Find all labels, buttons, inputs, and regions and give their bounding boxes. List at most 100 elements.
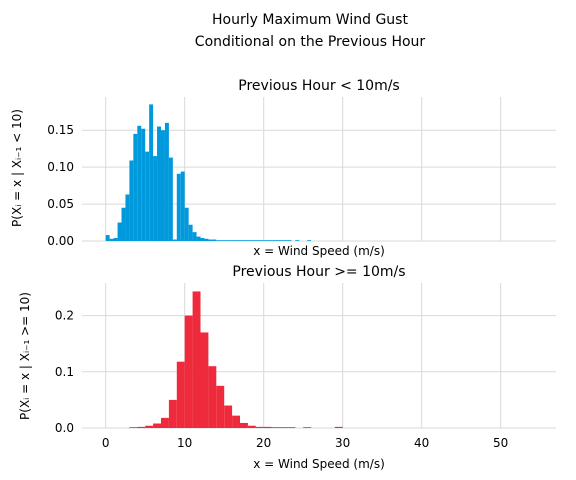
top-panel-bar — [176, 173, 181, 241]
bottom-panel-bar — [240, 422, 248, 428]
top-panel-bar — [204, 238, 209, 241]
bottom-panel-y-tick-label: 0.0 — [55, 421, 74, 435]
top-panel-bar — [251, 240, 256, 241]
bottom-panel-bar — [263, 426, 272, 428]
bottom-panel-bar — [129, 427, 138, 428]
bottom-panel-bar — [279, 427, 288, 428]
top-panel-bar — [113, 238, 118, 241]
top-panel-bar — [263, 240, 268, 241]
top-panel-bar — [224, 240, 229, 241]
bottom-panel-y-tick-label: 0.1 — [55, 365, 74, 379]
bottom-panel-bar — [232, 415, 240, 428]
bottom-panel-x-axis-label: x = Wind Speed (m/s) — [253, 457, 385, 471]
top-panel-bar — [196, 236, 201, 241]
figure-title-line-2: Conditional on the Previous Hour — [195, 34, 426, 50]
bottom-panel-bar — [216, 385, 225, 428]
bottom-panel-bar — [200, 332, 209, 428]
bottom-panel-bar — [176, 361, 185, 428]
bottom-panel-y-tick-label: 0.2 — [55, 309, 74, 323]
top-panel-bar — [307, 240, 312, 241]
top-panel-bar — [149, 104, 154, 241]
top-panel-bar — [240, 240, 244, 241]
top-panel-bar — [180, 171, 185, 241]
top-panel-bar — [267, 240, 272, 241]
top-panel-bar — [255, 240, 260, 241]
top-panel-y-ticks: 0.00 0.05 0.10 0.15 — [47, 123, 74, 248]
top-panel-bar — [117, 222, 122, 241]
bottom-panel-x-tick-label: 20 — [256, 436, 271, 450]
bottom-panel-x-tick-label: 10 — [177, 436, 192, 450]
top-panel-bar — [109, 238, 114, 241]
bottom-panel-bar — [247, 425, 256, 428]
top-panel-bar — [247, 240, 252, 241]
top-panel-bar — [105, 235, 110, 241]
top-panel-y-tick-label: 0.05 — [47, 197, 74, 211]
top-panel-bar — [121, 207, 126, 241]
top-panel-bar — [153, 156, 158, 241]
top-panel-bar — [141, 128, 146, 241]
bottom-panel-bars — [129, 291, 343, 428]
bottom-panel-bar — [153, 423, 161, 428]
top-panel-bar — [157, 126, 161, 241]
top-panel-bar — [283, 240, 288, 241]
top-panel-bar — [133, 133, 138, 241]
top-panel-bars — [105, 104, 312, 241]
top-panel-bar — [188, 224, 193, 241]
bottom-panel-bar — [224, 405, 233, 428]
bottom-panel-bar — [271, 427, 280, 428]
top-panel-bar — [232, 240, 237, 241]
top-panel-bar — [287, 240, 292, 241]
top-panel-bar — [184, 207, 189, 241]
top-panel-bar — [220, 240, 225, 241]
bottom-panel-bar — [255, 426, 264, 428]
top-panel-bar — [125, 194, 130, 241]
bottom-panel: Previous Hour >= 10m/s 0 10 20 30 40 50 0.00.… — [18, 264, 556, 471]
bottom-panel-bar — [161, 417, 169, 428]
bottom-panel-x-tick-label: 30 — [335, 436, 350, 450]
top-panel-y-tick-label: 0.15 — [47, 123, 74, 137]
bottom-panel-y-ticks: 0.0 0.1 0.2 — [55, 309, 74, 435]
top-panel-bar — [168, 157, 173, 241]
top-panel-bar — [295, 240, 300, 241]
top-panel-y-tick-label: 0.00 — [47, 234, 74, 248]
top-panel-bar — [200, 238, 205, 241]
bottom-panel-bar — [287, 427, 296, 428]
top-panel-bar — [172, 239, 177, 241]
top-panel-y-axis-label: P(Xᵢ = x | Xᵢ₋₁ < 10) — [10, 109, 24, 227]
top-panel-y-tick-label: 0.10 — [47, 160, 74, 174]
top-panel-bar — [161, 130, 165, 241]
top-panel-title: Previous Hour < 10m/s — [238, 78, 399, 94]
top-panel-bar — [259, 240, 264, 241]
top-panel-bar — [271, 240, 276, 241]
top-panel-bar — [208, 239, 213, 241]
top-panel-bar — [145, 151, 150, 241]
bottom-panel-bar — [334, 426, 343, 428]
top-panel-bar — [275, 240, 280, 241]
bottom-panel-title: Previous Hour >= 10m/s — [232, 264, 405, 280]
top-panel-bar — [236, 240, 240, 241]
top-panel-bar — [212, 239, 217, 241]
bottom-panel-x-tick-label: 40 — [414, 436, 429, 450]
top-panel-bar — [243, 240, 248, 241]
bottom-panel-x-tick-label: 50 — [493, 436, 508, 450]
top-panel-bar — [216, 240, 221, 241]
figure-title-line-1: Hourly Maximum Wind Gust — [212, 12, 408, 28]
bottom-panel-y-axis-label: P(Xᵢ = x | Xᵢ₋₁ >= 10) — [18, 292, 32, 420]
top-panel-bar — [129, 160, 134, 241]
bottom-panel-bar — [303, 427, 312, 428]
top-panel-bar — [164, 122, 169, 241]
top-panel-bar — [137, 125, 142, 241]
bottom-panel-bar — [184, 315, 193, 428]
bottom-panel-x-tick-label: 0 — [102, 436, 110, 450]
top-panel: Previous Hour < 10m/s 0.00 0.05 0.10 0.15 x… — [10, 78, 556, 258]
top-panel-x-axis-label: x = Wind Speed (m/s) — [253, 244, 385, 258]
bottom-panel-bar — [145, 425, 154, 428]
top-panel-bar — [192, 232, 197, 241]
top-panel-bar — [228, 240, 233, 241]
bottom-panel-bar — [137, 426, 146, 428]
bottom-panel-bar — [208, 366, 217, 428]
bottom-panel-x-ticks: 0 10 20 30 40 50 — [102, 436, 508, 450]
bottom-panel-bar — [168, 399, 177, 428]
